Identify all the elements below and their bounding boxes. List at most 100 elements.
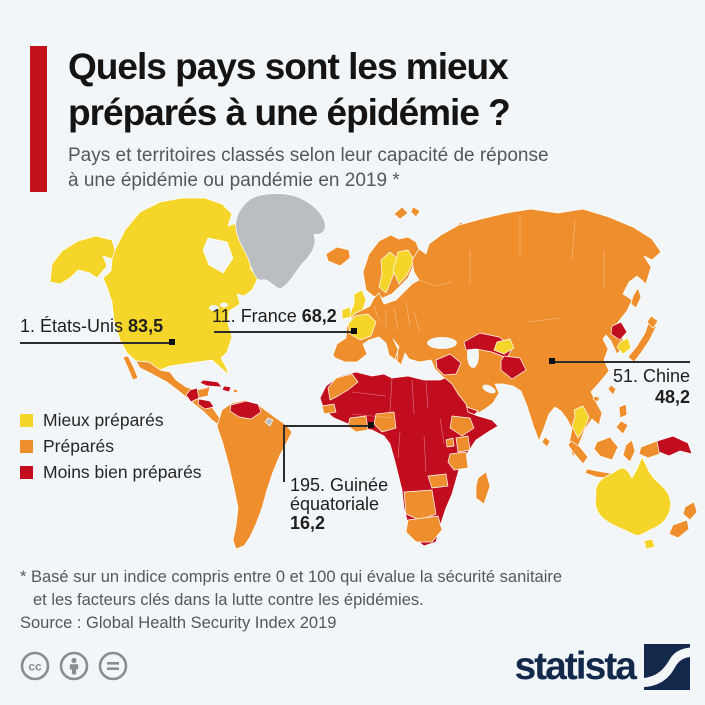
- page-subtitle: Pays et territoires classés selon leur c…: [68, 143, 549, 193]
- map-region-oceania: [595, 435, 698, 550]
- country-kyrgyzstan: [493, 338, 515, 355]
- legend-item-less-prepared: Moins bien préparés: [20, 459, 202, 485]
- country-new-zealand-north: [682, 501, 698, 521]
- country-thailand: [571, 405, 590, 439]
- no-derivatives-equals-icon[interactable]: [98, 651, 128, 681]
- subtitle-line-2: à une épidémie ou pandémie en 2019 *: [68, 170, 400, 191]
- country-taiwan: [607, 384, 617, 396]
- country-south-america: [216, 399, 293, 550]
- statista-swoosh-icon: [644, 644, 690, 690]
- country-puerto-rico: [232, 388, 239, 394]
- statista-logo[interactable]: statista: [514, 644, 690, 690]
- world-map: [49, 193, 698, 550]
- footnote-line-1: * Basé sur un indice compris entre 0 et …: [20, 568, 563, 586]
- annotation-guinea-dot: [368, 422, 374, 428]
- country-senegal: [321, 403, 337, 415]
- country-baja-california: [122, 355, 139, 381]
- statista-wordmark: statista: [514, 645, 637, 688]
- country-australia-tasmania: [643, 538, 656, 550]
- annotation-guinea: 195. Guinée équatoriale 16,2: [290, 476, 388, 533]
- source-line: Source : Global Health Security Index 20…: [20, 614, 337, 632]
- svalbard-islands: [393, 206, 409, 220]
- legend-swatch-orange: [20, 439, 33, 453]
- annotation-guinea-hline: [283, 425, 369, 427]
- country-australia: [595, 456, 671, 536]
- country-tanzania: [447, 451, 469, 471]
- cc-icon[interactable]: cc: [20, 651, 50, 681]
- country-cuba: [199, 379, 223, 388]
- country-mexico-central-america: [135, 360, 233, 434]
- country-cote-divoire-ghana: [347, 415, 369, 433]
- annotation-usa-line: [20, 342, 171, 344]
- country-zambia: [427, 473, 449, 489]
- country-madagascar: [475, 471, 491, 505]
- country-greenland: [235, 193, 326, 290]
- map-region-europe: [325, 206, 468, 323]
- annotation-china-line: [555, 361, 690, 363]
- country-south-africa: [405, 515, 443, 543]
- country-japan-hokkaido: [646, 315, 659, 329]
- legend-label-best-prepared: Mieux préparés: [43, 409, 164, 430]
- country-philippines-south: [615, 420, 629, 435]
- annotation-france-dot: [351, 328, 357, 334]
- country-sri-lanka: [541, 436, 551, 448]
- license-icons: cc: [20, 651, 128, 681]
- country-venezuela: [229, 400, 262, 420]
- country-papua-new-guinea: [656, 435, 693, 457]
- country-iceland: [325, 246, 351, 267]
- country-namibia-botswana: [403, 489, 437, 521]
- svg-text:cc: cc: [28, 660, 42, 674]
- map-legend: Mieux préparés Préparés Moins bien prépa…: [20, 407, 202, 485]
- red-accent-bar: [30, 46, 47, 192]
- hainan-island: [592, 395, 601, 403]
- annotation-usa-label: 1. États-Unis: [20, 316, 124, 336]
- country-alaska: [49, 235, 116, 285]
- country-indonesia-sumatra: [567, 440, 589, 465]
- country-ethiopia: [449, 415, 475, 437]
- footnote: * Basé sur un indice compris entre 0 et …: [20, 566, 562, 635]
- title-line-1: Quels pays sont les mieux: [68, 46, 509, 87]
- country-philippines: [618, 403, 628, 419]
- asia-border-lines: [373, 215, 605, 333]
- africa-border-lines: [351, 377, 445, 473]
- legend-item-prepared: Préparés: [20, 433, 202, 459]
- legend-label-prepared: Préparés: [43, 435, 115, 456]
- country-ireland: [341, 306, 352, 320]
- annotation-china-dot: [549, 358, 555, 364]
- great-lakes: [209, 305, 219, 311]
- sakhalin-island: [630, 287, 642, 309]
- country-new-zealand-south: [668, 519, 690, 539]
- country-kenya: [455, 435, 471, 453]
- page-title: Quels pays sont les mieux préparés à une…: [68, 44, 511, 136]
- footnote-line-2: et les facteurs clés dans la lutte contr…: [33, 591, 424, 609]
- svalbard-islands-2: [410, 206, 421, 218]
- country-indonesia-sulawesi: [622, 439, 636, 463]
- legend-swatch-red: [20, 465, 33, 479]
- annotation-france: 11. France 68,2: [212, 306, 337, 327]
- country-sweden: [378, 251, 398, 294]
- annotation-guinea-vline: [283, 425, 285, 482]
- persian-gulf: [482, 384, 496, 394]
- black-sea: [427, 337, 457, 349]
- annotation-france-value: 68,2: [301, 306, 337, 326]
- legend-item-best-prepared: Mieux préparés: [20, 407, 202, 433]
- legend-label-less-prepared: Moins bien préparés: [43, 461, 202, 482]
- country-afghanistan: [500, 355, 527, 380]
- annotation-china-label: 51. Chine: [612, 366, 690, 386]
- annotation-china: 51. Chine 48,2: [555, 366, 690, 408]
- annotation-usa: 1. États-Unis 83,5: [20, 316, 163, 337]
- annotation-guinea-value: 16,2: [290, 513, 326, 533]
- attribution-person-icon[interactable]: [59, 651, 89, 681]
- country-indonesia-borneo: [593, 436, 619, 461]
- country-south-korea: [616, 337, 632, 355]
- eurasia-mainland: [332, 208, 662, 458]
- annotation-china-value: 48,2: [654, 387, 690, 407]
- territory-french-guiana: [264, 417, 274, 427]
- annotation-france-line: [214, 331, 353, 333]
- country-morocco: [327, 373, 359, 401]
- map-region-south-america: [216, 399, 293, 550]
- country-canada-usa: [102, 197, 267, 376]
- country-north-korea: [610, 321, 628, 341]
- annotation-guinea-line2: équatoriale: [290, 494, 380, 514]
- country-guatemala: [185, 387, 200, 403]
